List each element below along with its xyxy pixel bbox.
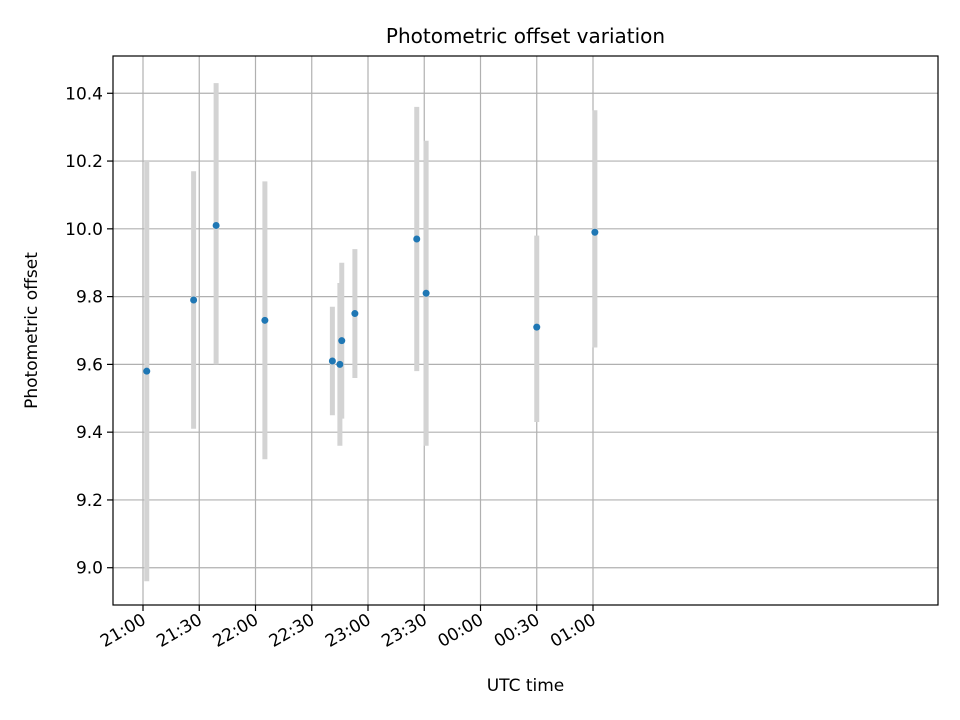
data-point bbox=[533, 323, 541, 331]
x-tick-label: 23:00 bbox=[322, 610, 374, 652]
data-point bbox=[413, 235, 421, 243]
y-tick-label: 9.4 bbox=[76, 423, 103, 443]
error-bars bbox=[144, 83, 598, 582]
data-point bbox=[143, 367, 151, 375]
y-tick-label: 9.2 bbox=[76, 491, 103, 511]
data-point bbox=[351, 310, 359, 318]
x-tick-label: 21:30 bbox=[153, 610, 205, 652]
x-tick-label: 23:30 bbox=[378, 610, 430, 652]
x-tick-label: 00:30 bbox=[491, 610, 543, 652]
data-point bbox=[591, 228, 599, 236]
grid bbox=[113, 56, 938, 605]
data-point bbox=[261, 316, 269, 324]
x-tick-label: 01:00 bbox=[547, 610, 599, 652]
data-point bbox=[190, 296, 198, 304]
y-tick-label: 10.2 bbox=[65, 152, 103, 172]
data-point bbox=[328, 357, 336, 365]
y-tick-label: 9.0 bbox=[76, 559, 103, 579]
data-point bbox=[212, 221, 220, 229]
y-axis: 9.0 9.2 9.4 9.6 9.8 10.0 10.2 10.4 bbox=[65, 84, 113, 579]
data-point bbox=[422, 289, 430, 297]
chart-title: Photometric offset variation bbox=[386, 24, 665, 48]
x-tick-label: 00:00 bbox=[435, 610, 487, 652]
x-axis: 21:00 21:30 22:00 22:30 23:00 23:30 00:00 00:30… bbox=[97, 605, 600, 652]
y-tick-label: 10.4 bbox=[65, 84, 103, 104]
x-tick-label: 22:30 bbox=[266, 610, 318, 652]
y-tick-label: 9.8 bbox=[76, 288, 103, 308]
data-points bbox=[143, 221, 599, 375]
x-axis-title: UTC time bbox=[487, 676, 565, 696]
y-tick-label: 9.6 bbox=[76, 355, 103, 375]
x-tick-label: 22:00 bbox=[210, 610, 262, 652]
data-point bbox=[336, 360, 344, 368]
data-point bbox=[338, 337, 346, 345]
y-tick-label: 10.0 bbox=[65, 220, 103, 240]
y-axis-title: Photometric offset bbox=[22, 252, 42, 409]
plot-frame bbox=[112, 55, 939, 606]
x-tick-label: 21:00 bbox=[97, 610, 149, 652]
